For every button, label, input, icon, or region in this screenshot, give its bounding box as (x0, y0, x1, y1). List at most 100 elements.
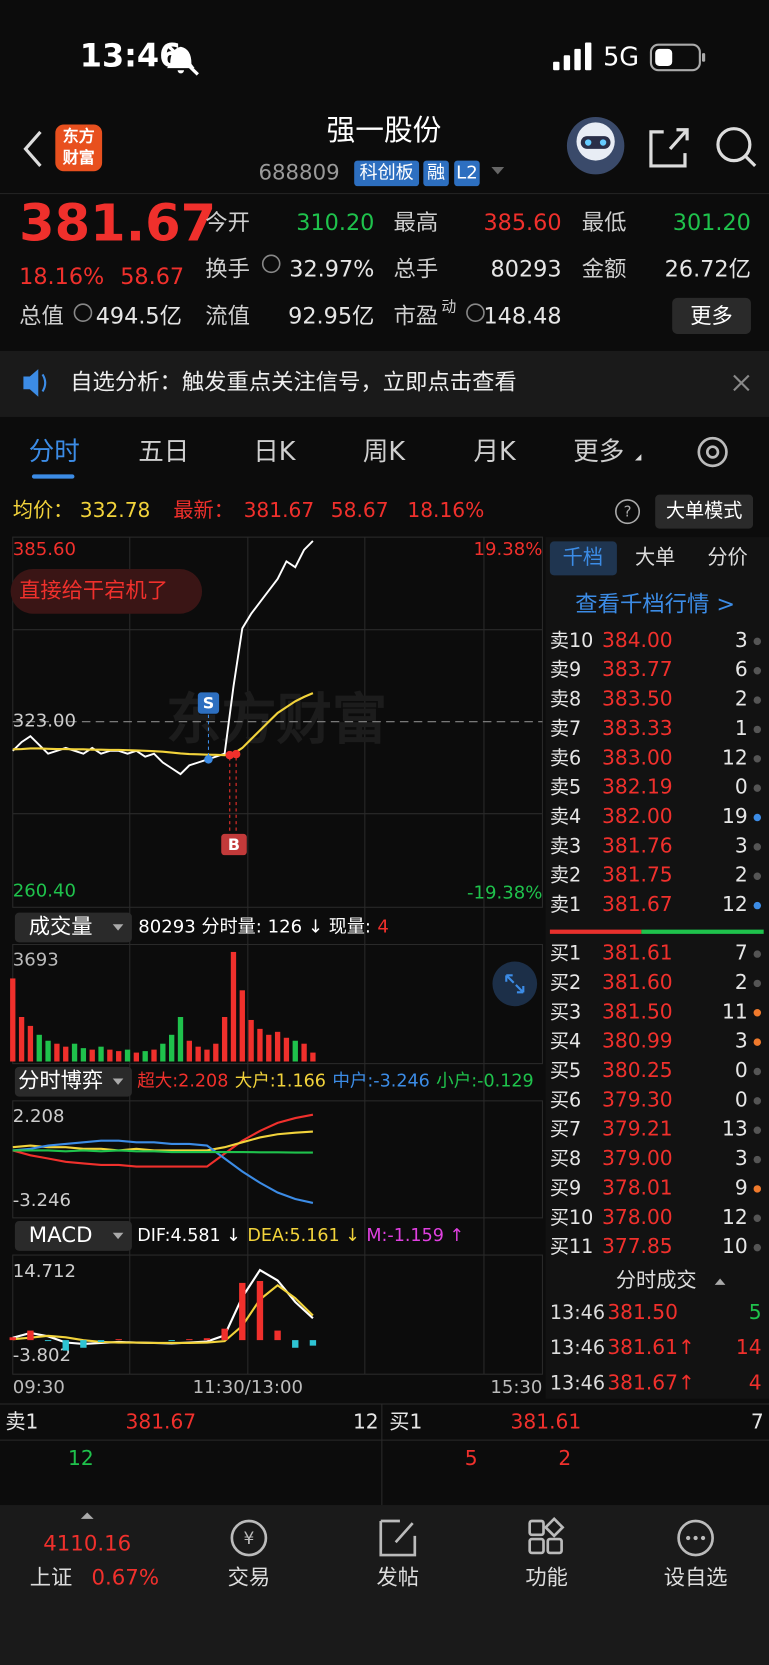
macd-bar (186, 1339, 193, 1341)
book-dot (753, 755, 762, 763)
volume-bar (274, 1031, 281, 1062)
trades-title: 分时成交 (616, 1268, 697, 1292)
status-icons (165, 42, 706, 76)
y-tick-label: 323.00 (13, 711, 76, 732)
current-volume: 4 (377, 916, 389, 937)
assistant-avatar[interactable] (566, 117, 625, 175)
trade-qty: 5 (749, 1300, 762, 1324)
book-level: 卖8 (550, 688, 581, 711)
field-value: 494.5亿 (96, 303, 182, 329)
volume-selector[interactable] (14, 912, 132, 943)
book-qty: 12 (722, 892, 748, 916)
close-button[interactable] (733, 374, 750, 392)
macd-bar (168, 1340, 175, 1342)
book-qty: 2 (735, 863, 748, 887)
book-level: 买5 (550, 1059, 581, 1082)
tab[interactable]: 更多 (573, 437, 624, 467)
x-tick-label: 15:30 (490, 1377, 542, 1398)
trade-price: 381.61↑ (607, 1335, 695, 1359)
help-button[interactable] (615, 499, 641, 525)
marker-dot (204, 755, 213, 764)
nav-item[interactable]: 设自选 (664, 1565, 728, 1590)
y-tick-label: 14.712 (13, 1261, 76, 1282)
tab[interactable]: 五日 (138, 437, 189, 467)
mode-button[interactable] (655, 494, 754, 529)
book-qty: 3 (735, 628, 748, 652)
book-qty: 2 (735, 687, 748, 711)
back-button[interactable] (23, 130, 42, 167)
share-button[interactable] (649, 128, 689, 168)
book-qty: 3 (735, 1146, 748, 1170)
book-level: 卖5 (550, 776, 581, 799)
volume-bar (36, 1034, 42, 1062)
latest-value: 381.67 (244, 498, 315, 522)
field-label: 换手 (205, 257, 250, 283)
book-qty: 19 (722, 804, 748, 828)
tab[interactable]: 日K (253, 437, 297, 467)
index-value: 4110.16 (43, 1531, 131, 1556)
banner-text: 直接给干宕机了 (19, 578, 168, 603)
field-label: 总值 (19, 303, 64, 329)
book-level: 买10 (550, 1206, 593, 1229)
book-qty: 10 (722, 1234, 748, 1258)
expand-button[interactable] (492, 961, 538, 1007)
field-label: 金额 (582, 257, 627, 283)
avg-label: 均价： (13, 498, 74, 522)
tab[interactable]: 分时 (29, 437, 80, 467)
nav-item[interactable]: 交易 (228, 1565, 271, 1590)
tab[interactable]: 周K (363, 437, 407, 467)
legend-entry: 大户:1.166 (235, 1072, 326, 1092)
y-tick-label: -3.802 (13, 1345, 71, 1366)
trade-time: 13:46 (550, 1301, 605, 1324)
l1-detail: 5 (465, 1446, 478, 1470)
active-book-tab[interactable] (549, 541, 617, 576)
field-label: 今开 (205, 210, 250, 236)
search-button[interactable] (716, 127, 757, 168)
book-price: 383.33 (602, 716, 673, 740)
network: 5G (603, 43, 639, 73)
volume-bar (239, 990, 245, 1062)
dropdown-arrow[interactable] (491, 166, 505, 175)
indicator-legend: 超大:2.208 大户:1.166 中户:-3.246 小户:-0.129 (137, 1072, 533, 1092)
tab[interactable]: 月K (473, 437, 517, 467)
volume-bar (230, 951, 237, 1062)
sell-marker (197, 692, 220, 714)
book-price: 381.76 (602, 833, 673, 857)
logo[interactable] (55, 124, 103, 172)
avg-line (12, 692, 314, 757)
field-value: 26.72亿 (665, 257, 751, 283)
tag-label: L2 (456, 162, 478, 183)
trade-icon-glyph: ¥ (243, 1529, 254, 1549)
latest-label: 最新： (173, 498, 234, 522)
nav-item[interactable]: 功能 (525, 1565, 568, 1590)
book-level: 买7 (550, 1118, 581, 1141)
book-qty: 0 (735, 1058, 748, 1082)
field-value: 301.20 (673, 210, 751, 236)
trade-time: 13:46 (550, 1336, 605, 1359)
legend-entry: 超大:2.208 (137, 1072, 228, 1092)
book-price: 382.00 (602, 804, 673, 828)
book-qty: 11 (722, 999, 748, 1023)
book-qty: 12 (722, 745, 748, 769)
notice-bar[interactable] (0, 350, 769, 417)
book-qty: 0 (735, 1087, 748, 1111)
legend-entry: DEA:5.161 ↓ (247, 1226, 360, 1246)
macd-selector[interactable] (14, 1221, 132, 1251)
volume-bar (18, 1017, 25, 1062)
book-level: 买8 (550, 1147, 581, 1170)
more-button[interactable] (672, 297, 751, 334)
l1-price: 381.67 (126, 1410, 197, 1434)
active-tab-indicator (31, 474, 75, 479)
legend-entry: DIF:4.581 ↓ (137, 1226, 241, 1246)
game-selector[interactable] (14, 1066, 132, 1097)
volume-bar (248, 1019, 254, 1062)
volume-bar (151, 1049, 157, 1062)
field-label: 流值 (205, 303, 250, 329)
legend-entry: 中户:-3.246 (332, 1072, 429, 1092)
nav-item[interactable]: 发帖 (377, 1565, 420, 1590)
book-dot (753, 843, 762, 851)
settings-button[interactable] (697, 436, 728, 468)
y-tick-label: 3693 (13, 949, 59, 970)
book-link: 查看千档行情 > (575, 592, 735, 618)
